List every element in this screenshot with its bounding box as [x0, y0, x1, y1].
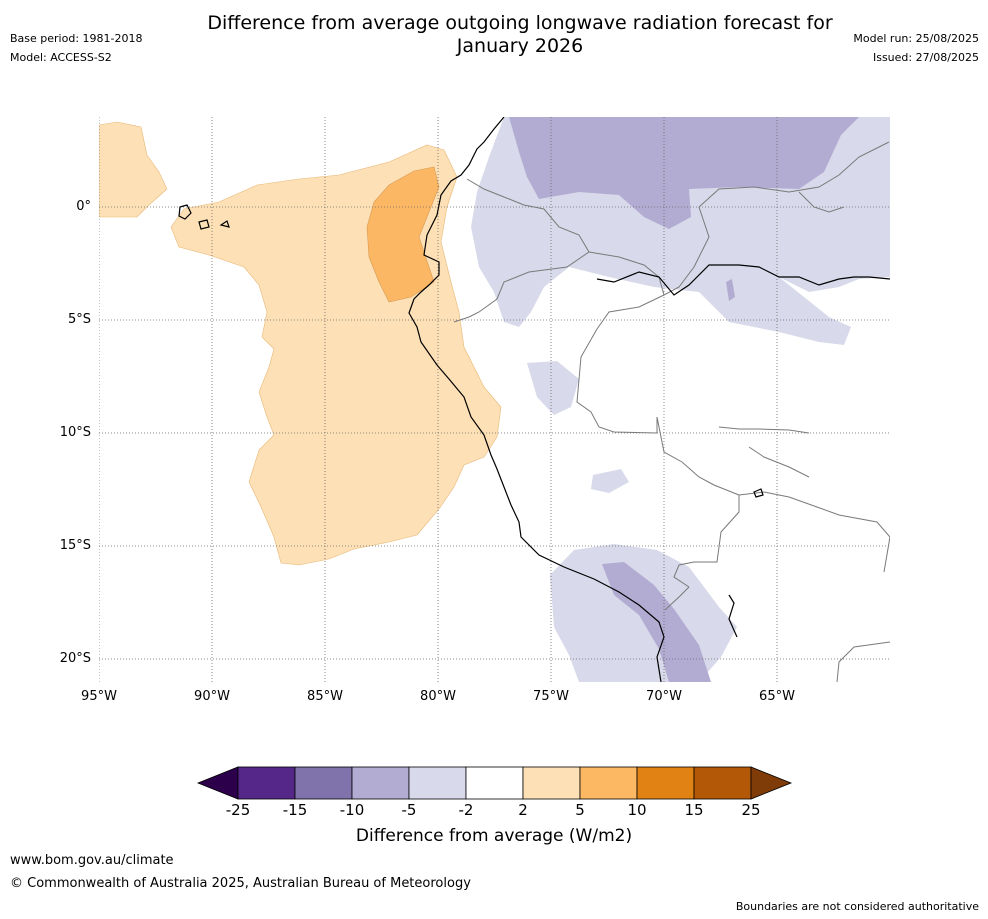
colorbar-tick-label: 15	[684, 801, 704, 819]
colorbar-svg	[196, 766, 793, 800]
title-line-1: Difference from average outgoing longwav…	[207, 12, 833, 34]
colorbar-tick-label: 5	[575, 801, 585, 819]
colorbar-segment	[693, 766, 752, 800]
website-text: www.bom.gov.au/climate	[10, 853, 174, 868]
graticule	[98, 117, 890, 682]
coastline	[178, 116, 891, 683]
colorbar-extend-high	[750, 766, 793, 800]
lon-label-95w: 95°W	[81, 689, 117, 704]
lat-label-5s: 5°S	[67, 312, 91, 327]
colorbar-segment	[294, 766, 353, 800]
lat-label-20s: 20°S	[59, 651, 91, 666]
map-title: Difference from average outgoing longwav…	[0, 12, 988, 58]
model-run-text: Model run: 25/08/2025	[853, 32, 979, 45]
title-line-2: January 2026	[456, 35, 584, 57]
colorbar-segment	[522, 766, 581, 800]
copyright-text: © Commonwealth of Australia 2025, Austra…	[10, 876, 471, 891]
lat-label-0: 0°	[76, 199, 91, 214]
colorbar-segment	[237, 766, 296, 800]
lon-label-75w: 75°W	[533, 689, 569, 704]
colorbar-tick-label: -5	[401, 801, 417, 819]
lat-label-10s: 10°S	[59, 425, 91, 440]
anomaly-purple-mid-spot	[726, 279, 735, 301]
colorbar	[196, 766, 794, 804]
colorbar-segment	[579, 766, 638, 800]
anomaly-purple-light-peru	[527, 361, 579, 415]
colorbar-segment	[465, 766, 524, 800]
lon-label-80w: 80°W	[420, 689, 456, 704]
map-svg	[98, 116, 891, 683]
model-text: Model: ACCESS-S2	[10, 51, 112, 64]
colorbar-segment	[408, 766, 467, 800]
colorbar-extend-low	[196, 766, 239, 800]
anomaly-orange-mid	[366, 166, 440, 303]
base-period-text: Base period: 1981-2018	[10, 32, 143, 45]
colorbar-tick-label: 10	[627, 801, 647, 819]
colorbar-segment	[636, 766, 695, 800]
issued-text: Issued: 27/08/2025	[872, 51, 979, 64]
lon-label-70w: 70°W	[646, 689, 682, 704]
map-panel	[98, 116, 891, 683]
anomaly-purple-mid-north	[509, 117, 859, 229]
colorbar-tick-label: -2	[458, 801, 474, 819]
disclaimer-text: Boundaries are not considered authoritat…	[735, 900, 979, 913]
country-borders	[453, 141, 891, 683]
colorbar-tick-label: -10	[339, 801, 365, 819]
lat-label-15s: 15°S	[59, 538, 91, 553]
colorbar-tick-label: 2	[518, 801, 528, 819]
anomaly-purple-light-spot	[591, 469, 629, 493]
colorbar-tick-label: 25	[741, 801, 761, 819]
lon-label-90w: 90°W	[194, 689, 230, 704]
lon-label-85w: 85°W	[307, 689, 343, 704]
colorbar-segment	[351, 766, 410, 800]
colorbar-title: Difference from average (W/m2)	[355, 826, 633, 846]
colorbar-tick-label: -15	[282, 801, 308, 819]
colorbar-tick-label: -25	[225, 801, 251, 819]
anomaly-purple-mid-south	[602, 562, 711, 682]
lon-label-65w: 65°W	[759, 689, 795, 704]
anomaly-purple-light-central	[699, 277, 851, 345]
